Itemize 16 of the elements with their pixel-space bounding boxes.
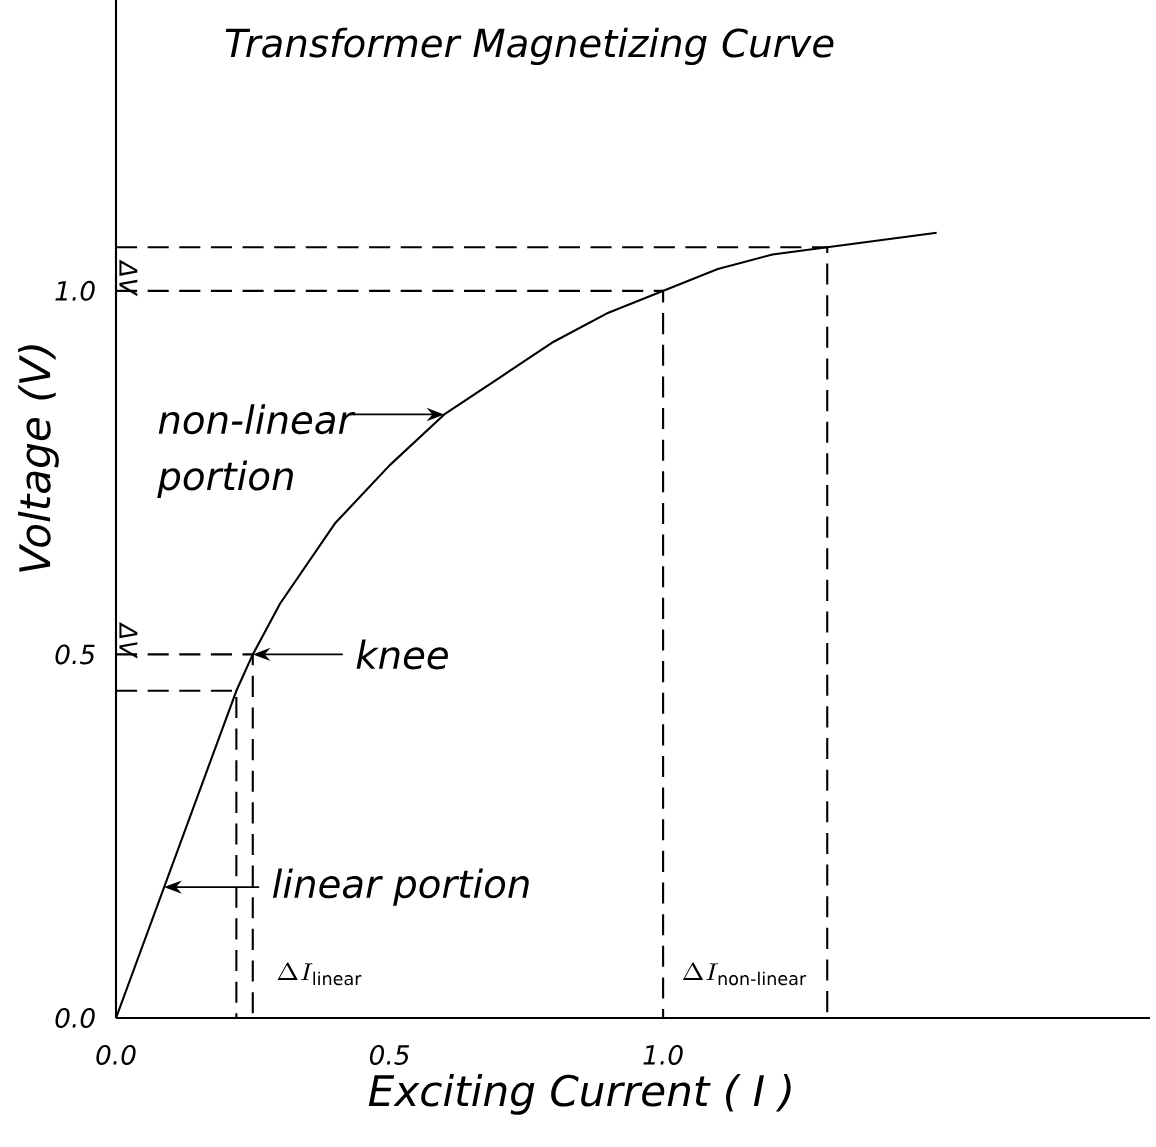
y-tick-label: 0.0 — [55, 1008, 95, 1028]
text: Transformer Magnetizing Curve — [225, 27, 834, 66]
x-tick-label: 0.5 — [369, 1044, 410, 1065]
y-tick-label: 1.0 — [55, 280, 95, 301]
annotation: ΔV — [119, 621, 138, 659]
y-axis-title: Voltage (V) — [18, 345, 59, 572]
annotation: linear portion — [272, 868, 529, 906]
annotation: $\Delta I_{\text{linear}}$ — [277, 962, 362, 986]
y-tick-label: 0.5 — [55, 644, 95, 665]
x-tick-label: 0.0 — [96, 1044, 136, 1065]
annotation: ΔV — [119, 259, 138, 297]
x-axis-title: Exciting Current ( I ) — [368, 1073, 791, 1115]
annotation: non-linear portion — [157, 404, 356, 498]
x-tick-label: 1.0 — [643, 1044, 683, 1065]
annotation: $\Delta I_{\text{non-linear}}$ — [682, 962, 807, 986]
annotation: knee — [356, 639, 448, 670]
